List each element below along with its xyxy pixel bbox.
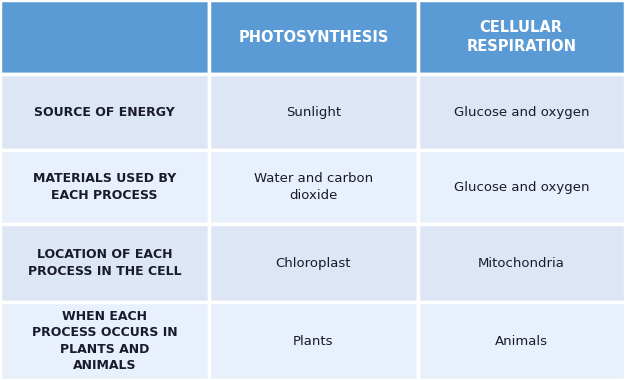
FancyBboxPatch shape (209, 0, 418, 74)
Text: WHEN EACH
PROCESS OCCURS IN
PLANTS AND
ANIMALS: WHEN EACH PROCESS OCCURS IN PLANTS AND A… (32, 310, 178, 372)
FancyBboxPatch shape (418, 224, 625, 302)
Text: SOURCE OF ENERGY: SOURCE OF ENERGY (34, 106, 175, 119)
Text: Animals: Animals (495, 334, 548, 348)
Text: LOCATION OF EACH
PROCESS IN THE CELL: LOCATION OF EACH PROCESS IN THE CELL (28, 249, 181, 278)
Text: Glucose and oxygen: Glucose and oxygen (454, 106, 589, 119)
Text: Mitochondria: Mitochondria (478, 256, 565, 270)
FancyBboxPatch shape (209, 150, 418, 224)
Text: Chloroplast: Chloroplast (276, 256, 351, 270)
Text: Plants: Plants (293, 334, 334, 348)
FancyBboxPatch shape (0, 74, 209, 150)
FancyBboxPatch shape (418, 150, 625, 224)
FancyBboxPatch shape (0, 0, 209, 74)
Text: Water and carbon
dioxide: Water and carbon dioxide (254, 173, 373, 202)
FancyBboxPatch shape (0, 150, 209, 224)
Text: Glucose and oxygen: Glucose and oxygen (454, 180, 589, 194)
FancyBboxPatch shape (418, 302, 625, 380)
Text: Sunlight: Sunlight (286, 106, 341, 119)
FancyBboxPatch shape (209, 224, 418, 302)
FancyBboxPatch shape (418, 0, 625, 74)
FancyBboxPatch shape (0, 224, 209, 302)
Text: PHOTOSYNTHESIS: PHOTOSYNTHESIS (238, 30, 389, 44)
Text: MATERIALS USED BY
EACH PROCESS: MATERIALS USED BY EACH PROCESS (33, 173, 176, 202)
FancyBboxPatch shape (418, 74, 625, 150)
Text: CELLULAR
RESPIRATION: CELLULAR RESPIRATION (466, 20, 576, 54)
FancyBboxPatch shape (0, 302, 209, 380)
FancyBboxPatch shape (209, 302, 418, 380)
FancyBboxPatch shape (209, 74, 418, 150)
